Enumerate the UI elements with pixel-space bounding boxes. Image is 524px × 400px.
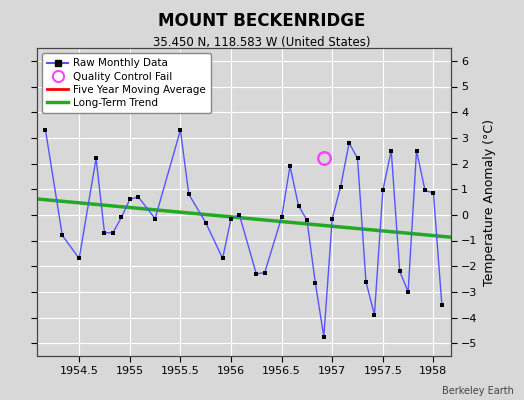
- Text: Berkeley Earth: Berkeley Earth: [442, 386, 514, 396]
- Text: MOUNT BECKENRIDGE: MOUNT BECKENRIDGE: [158, 12, 366, 30]
- Text: 35.450 N, 118.583 W (United States): 35.450 N, 118.583 W (United States): [153, 36, 371, 49]
- Legend: Raw Monthly Data, Quality Control Fail, Five Year Moving Average, Long-Term Tren: Raw Monthly Data, Quality Control Fail, …: [42, 53, 211, 113]
- Y-axis label: Temperature Anomaly (°C): Temperature Anomaly (°C): [483, 118, 496, 286]
